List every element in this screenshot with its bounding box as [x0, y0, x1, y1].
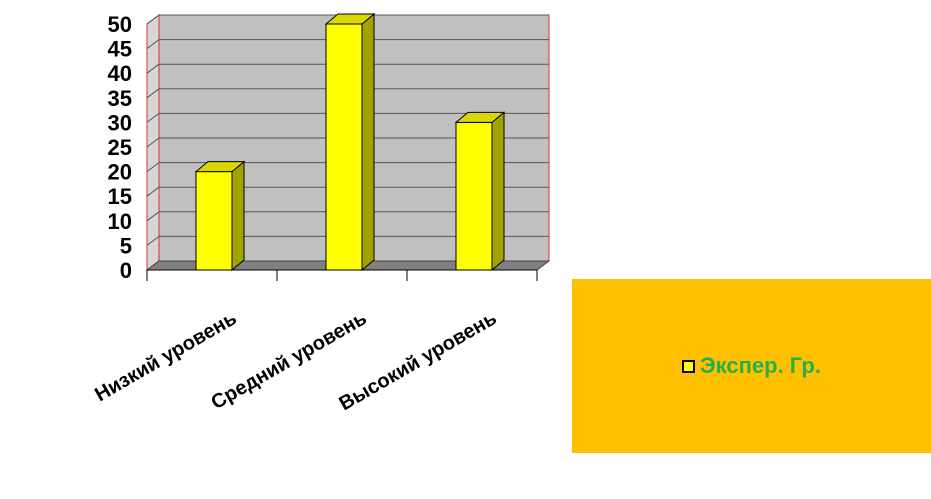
bar — [324, 12, 376, 272]
gridline-side — [146, 63, 160, 74]
gridline-side — [146, 235, 160, 246]
gridline-side — [146, 39, 160, 49]
y-tick-label: 15 — [108, 184, 132, 209]
legend-entry: Экспер. Гр. — [682, 353, 821, 379]
bar-top — [454, 111, 506, 123]
gridline-side — [146, 14, 160, 25]
bar — [194, 160, 246, 272]
gridline-side — [146, 137, 160, 148]
bar-front — [325, 23, 363, 271]
gridline-side — [146, 211, 160, 222]
bar-side — [361, 12, 375, 272]
bar-front — [455, 121, 493, 271]
gridline-side — [146, 88, 160, 99]
bar-front — [195, 171, 233, 271]
bar-top — [194, 161, 246, 173]
bar-top — [324, 13, 376, 25]
gridline-side — [146, 113, 160, 123]
y-tick-label: 40 — [108, 61, 132, 86]
chart-legend: Экспер. Гр. — [572, 279, 931, 453]
bar-side — [491, 111, 505, 272]
y-tick-label: 50 — [108, 12, 132, 37]
y-tick-label: 45 — [108, 37, 132, 62]
y-tick-label: 25 — [108, 135, 132, 160]
y-tick-label: 20 — [108, 160, 132, 185]
bar-side — [231, 160, 245, 272]
y-tick-label: 5 — [120, 233, 132, 258]
legend-swatch — [682, 359, 695, 373]
y-tick-label: 0 — [120, 258, 132, 283]
gridline-side — [146, 162, 160, 173]
bar — [454, 111, 506, 272]
gridline-side — [146, 186, 160, 197]
y-tick-label: 10 — [108, 209, 132, 234]
y-tick-label: 30 — [108, 110, 132, 135]
y-tick-label: 35 — [108, 86, 132, 111]
legend-label: Экспер. Гр. — [700, 353, 821, 378]
